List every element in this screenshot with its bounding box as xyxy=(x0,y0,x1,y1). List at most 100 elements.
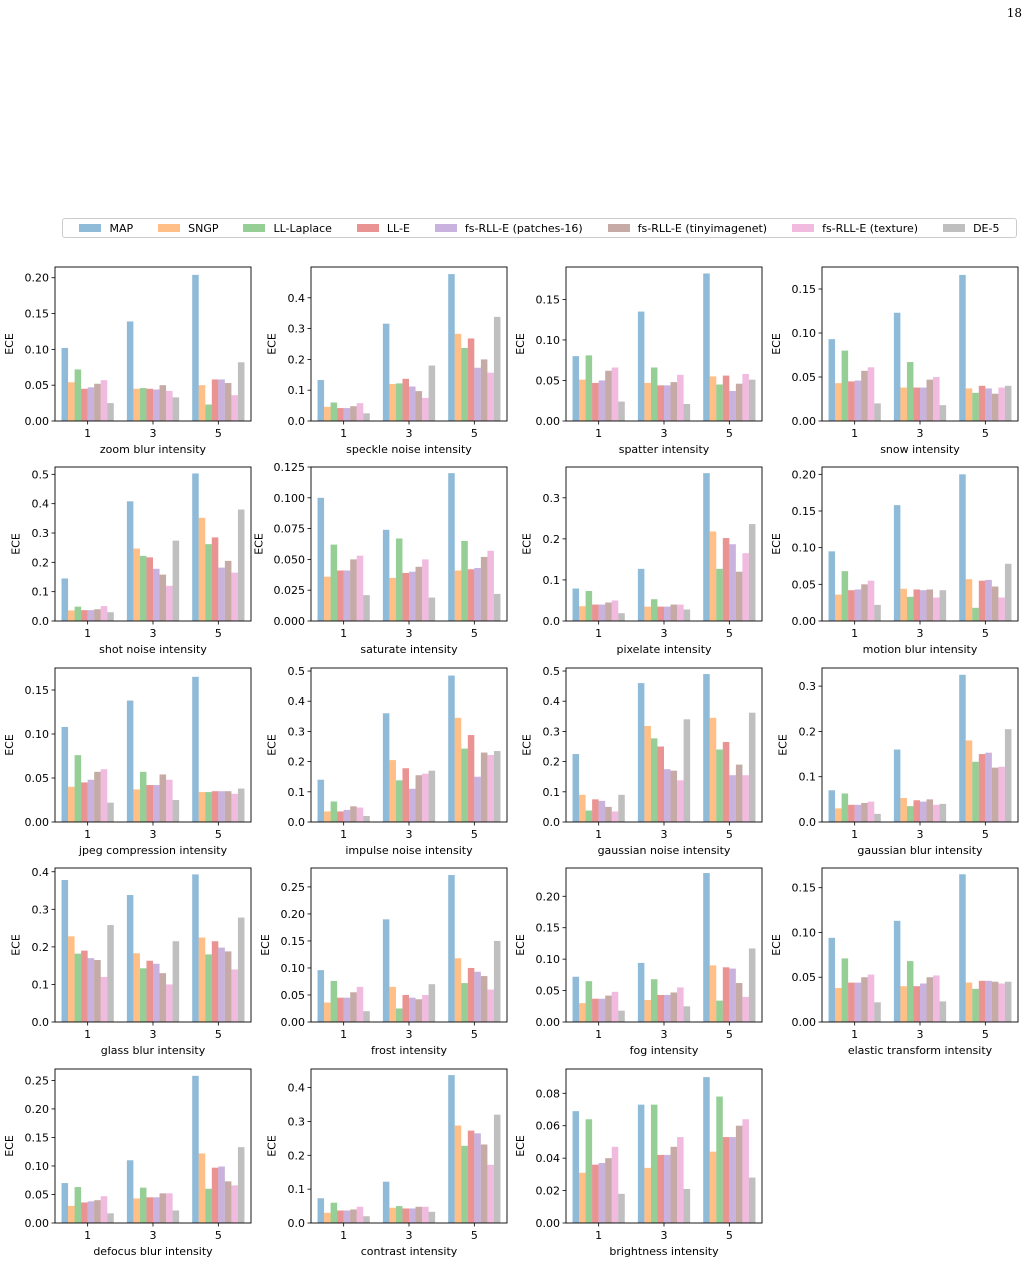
bar xyxy=(166,585,173,621)
bar xyxy=(467,338,475,421)
bar xyxy=(579,1172,586,1223)
bar xyxy=(422,1206,429,1223)
bar xyxy=(480,1144,488,1223)
y-tick-label: 0.25 xyxy=(25,1074,50,1087)
bar xyxy=(356,986,364,1022)
bar xyxy=(939,803,947,822)
bar xyxy=(409,788,416,822)
y-axis-label: ECE xyxy=(266,734,279,756)
x-axis-label: motion blur intensity xyxy=(863,643,978,656)
bar xyxy=(959,474,966,621)
y-axis-label: ECE xyxy=(777,734,790,756)
bar xyxy=(166,390,173,421)
bar xyxy=(454,958,462,1022)
bar xyxy=(664,606,671,621)
bar xyxy=(211,1167,219,1223)
x-tick-label: 5 xyxy=(215,427,222,440)
bar xyxy=(356,555,364,621)
bar xyxy=(68,1205,75,1223)
bar xyxy=(139,968,147,1022)
bar xyxy=(729,1137,736,1223)
bar xyxy=(61,726,69,822)
y-tick-label: 0.15 xyxy=(25,308,50,321)
bar xyxy=(139,555,147,621)
y-tick-label: 0.05 xyxy=(25,1188,50,1201)
bar xyxy=(650,599,658,621)
bar xyxy=(848,982,855,1022)
y-tick-label: 0.3 xyxy=(288,725,306,738)
bar xyxy=(959,674,966,822)
bar xyxy=(991,586,999,621)
bar xyxy=(985,752,992,822)
bar xyxy=(107,802,114,822)
bar xyxy=(211,379,219,421)
bar xyxy=(618,1010,625,1022)
x-tick-label: 1 xyxy=(340,1028,347,1041)
bar xyxy=(153,1197,160,1223)
bar xyxy=(748,524,756,621)
bar xyxy=(317,970,325,1022)
bar xyxy=(153,568,160,621)
bar xyxy=(913,589,920,621)
bar xyxy=(913,800,920,822)
bar xyxy=(159,574,167,621)
legend-swatch xyxy=(434,224,457,232)
bar xyxy=(742,996,749,1022)
y-tick-label: 0.3 xyxy=(543,492,561,505)
y-tick-label: 0.05 xyxy=(536,374,561,387)
bar xyxy=(933,597,940,621)
bar xyxy=(467,735,475,822)
bar xyxy=(231,793,238,822)
bar xyxy=(598,1163,606,1223)
bar xyxy=(683,1188,691,1223)
bar xyxy=(415,1206,423,1223)
bar xyxy=(828,551,836,621)
x-axis-label: snow intensity xyxy=(880,443,960,456)
bar xyxy=(683,1006,691,1022)
bar xyxy=(74,755,82,822)
bar xyxy=(172,397,180,421)
bar xyxy=(172,941,180,1022)
bar xyxy=(920,983,927,1022)
bar xyxy=(317,380,325,421)
bar xyxy=(467,967,475,1022)
chart-panel: 0.0 0.1 0.2 0.3 1 3 5 gaussian blur intensity EC… xyxy=(777,667,1019,857)
bar xyxy=(422,994,429,1022)
bar xyxy=(461,348,468,421)
x-axis-label: gaussian noise intensity xyxy=(598,844,731,857)
x-tick-label: 5 xyxy=(471,1028,478,1041)
legend-item: fs-RLL-E (texture) xyxy=(792,222,918,235)
bar xyxy=(415,775,423,822)
bar xyxy=(461,1145,468,1223)
bar xyxy=(748,379,756,421)
bar xyxy=(657,994,664,1022)
bar xyxy=(81,950,88,1022)
bar xyxy=(159,973,167,1022)
y-axis-label: ECE xyxy=(521,734,534,756)
y-tick-label: 0.04 xyxy=(536,1152,561,1165)
bar xyxy=(467,569,475,621)
bar xyxy=(637,683,645,822)
bar xyxy=(395,383,403,421)
bar xyxy=(722,741,730,822)
bar xyxy=(841,958,849,1022)
bar xyxy=(107,925,114,1022)
bar xyxy=(893,312,901,421)
x-axis-label: saturate intensity xyxy=(360,643,458,656)
page-number: 18 xyxy=(1006,6,1022,20)
bar xyxy=(933,804,940,822)
bar xyxy=(579,1003,586,1022)
bar xyxy=(605,370,612,421)
y-tick-label: 0.00 xyxy=(25,816,50,829)
bar xyxy=(382,529,390,621)
y-tick-label: 0.05 xyxy=(792,371,817,384)
y-tick-label: 0.1 xyxy=(543,786,561,799)
bar xyxy=(415,566,423,621)
bar xyxy=(572,1111,580,1223)
bar xyxy=(867,580,875,621)
bar xyxy=(218,791,225,822)
x-tick-label: 1 xyxy=(595,1028,602,1041)
bar xyxy=(402,768,409,822)
bar xyxy=(716,1096,723,1223)
bar xyxy=(670,382,678,421)
